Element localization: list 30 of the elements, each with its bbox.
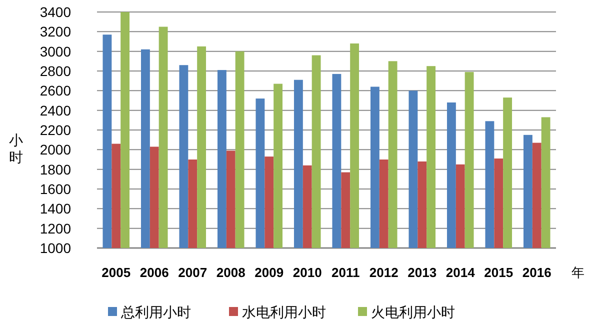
legend-label: 总利用小时 xyxy=(120,304,191,320)
x-tick-label: 2010 xyxy=(292,265,322,280)
x-tick-label: 2007 xyxy=(178,265,208,280)
x-tick-label: 2015 xyxy=(484,265,514,280)
x-tick-label: 2013 xyxy=(408,265,437,280)
y-tick-label: 1200 xyxy=(40,220,72,236)
y-tick-label: 1400 xyxy=(40,200,72,217)
y-tick-label: 3400 xyxy=(40,4,72,20)
x-tick-label: 2011 xyxy=(332,265,360,280)
y-tick-label: 2000 xyxy=(40,142,72,158)
y-tick-label: 3000 xyxy=(40,43,72,60)
y-tick-label: 2400 xyxy=(40,102,72,118)
y-tick-label: 2800 xyxy=(40,63,72,79)
y-tick-label: 1800 xyxy=(40,161,72,178)
x-tick-label: 2012 xyxy=(369,265,398,280)
y-tick-label: 2200 xyxy=(40,122,72,138)
y-axis-title: 小时 xyxy=(9,132,23,165)
y-tick-label: 1600 xyxy=(40,181,72,197)
x-tick-label: 2014 xyxy=(446,265,476,280)
y-tick-label: 2600 xyxy=(40,82,72,99)
x-tick-label: 2016 xyxy=(522,265,552,280)
x-tick-label: 2008 xyxy=(216,265,246,280)
legend-label: 火电利用小时 xyxy=(371,304,455,320)
y-tick-label: 1000 xyxy=(40,240,72,256)
x-tick-label: 2006 xyxy=(140,265,169,280)
x-axis-title: 年 xyxy=(572,265,584,280)
x-tick-label: 2005 xyxy=(102,265,131,280)
y-tick-label: 3200 xyxy=(40,24,72,40)
legend-label: 水电利用小时 xyxy=(242,304,326,320)
x-tick-label: 2009 xyxy=(254,265,284,280)
